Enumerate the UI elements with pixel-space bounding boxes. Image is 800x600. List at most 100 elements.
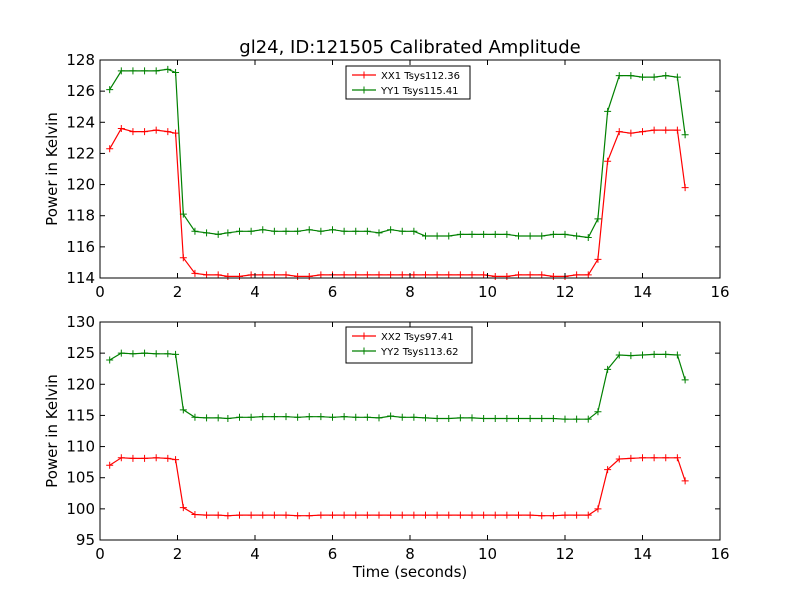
data-point xyxy=(305,512,313,520)
data-point xyxy=(317,413,325,421)
x-tick-label: 4 xyxy=(250,545,260,563)
data-point xyxy=(538,271,546,279)
data-point xyxy=(662,126,670,134)
data-point xyxy=(433,415,441,423)
y-tick-label: 120 xyxy=(66,176,95,194)
data-point xyxy=(604,107,612,115)
data-point xyxy=(329,413,336,421)
data-point xyxy=(468,230,476,238)
data-point xyxy=(317,511,325,519)
data-point xyxy=(203,414,211,422)
x-tick-label: 8 xyxy=(405,545,415,563)
data-point xyxy=(214,511,222,519)
data-point xyxy=(375,271,383,279)
data-point xyxy=(363,227,371,235)
data-point xyxy=(480,415,488,423)
data-point xyxy=(456,271,464,279)
data-point xyxy=(594,408,602,416)
y-tick-label: 114 xyxy=(66,269,95,287)
data-point xyxy=(410,413,418,421)
data-point xyxy=(526,415,534,423)
series-line xyxy=(109,352,686,420)
series-line xyxy=(109,127,686,277)
data-point xyxy=(433,511,441,519)
series-line xyxy=(109,457,686,517)
data-point xyxy=(129,350,137,358)
data-point xyxy=(445,511,453,519)
series-1-1 xyxy=(106,125,689,280)
data-point xyxy=(352,511,360,519)
data-point xyxy=(106,356,114,364)
data-point xyxy=(172,456,180,464)
data-point xyxy=(214,271,222,279)
data-point xyxy=(538,512,546,520)
data-point xyxy=(561,230,569,238)
data-point xyxy=(662,350,670,358)
legend-marker xyxy=(360,86,368,94)
legend-marker xyxy=(360,332,368,340)
y-tick-label: 122 xyxy=(66,144,95,162)
data-point xyxy=(247,271,255,279)
data-point xyxy=(294,512,302,520)
data-point xyxy=(503,415,511,423)
data-point xyxy=(650,350,658,358)
data-point xyxy=(224,512,232,520)
data-point xyxy=(456,414,464,422)
data-point xyxy=(203,229,211,237)
data-point xyxy=(375,229,383,237)
data-point xyxy=(179,504,187,512)
data-point xyxy=(172,129,180,137)
data-point xyxy=(681,131,689,139)
data-point xyxy=(191,413,199,421)
x-tick-label: 8 xyxy=(405,283,415,301)
legend: XX2 Tsys97.41 YY2 Tsys113.62 xyxy=(345,326,473,364)
data-point xyxy=(270,413,278,421)
data-point xyxy=(387,511,395,519)
data-point xyxy=(294,272,302,280)
series-1-2 xyxy=(106,65,689,242)
data-point xyxy=(129,454,137,462)
data-point xyxy=(387,271,395,279)
data-point xyxy=(573,271,581,279)
legend-marker xyxy=(360,347,368,355)
data-point xyxy=(152,67,160,75)
data-point xyxy=(639,454,646,462)
data-point xyxy=(681,376,689,384)
data-point xyxy=(422,511,429,519)
data-point xyxy=(445,232,453,240)
y-axis-label: Power in Kelvin xyxy=(43,374,61,488)
data-point xyxy=(480,230,488,238)
series-2-2 xyxy=(106,349,689,423)
legend-label: YY2 Tsys113.62 xyxy=(380,347,459,358)
data-point xyxy=(627,129,635,137)
data-point xyxy=(398,271,406,279)
x-tick-label: 2 xyxy=(173,283,183,301)
data-point xyxy=(282,227,290,235)
x-axis-label: Time (seconds) xyxy=(352,563,468,581)
x-tick-label: 14 xyxy=(633,283,652,301)
data-point xyxy=(375,511,383,519)
data-point xyxy=(282,271,290,279)
data-point xyxy=(352,271,360,279)
legend: XX1 Tsys112.36 YY1 Tsys115.41 xyxy=(345,65,471,100)
data-point xyxy=(604,365,612,373)
data-point xyxy=(526,232,534,240)
data-point xyxy=(584,511,592,519)
data-point xyxy=(456,511,464,519)
data-point xyxy=(247,511,255,519)
data-point xyxy=(503,230,511,238)
data-point xyxy=(352,413,360,421)
data-point xyxy=(561,511,569,519)
data-point xyxy=(515,271,522,279)
data-point xyxy=(224,272,232,280)
data-point xyxy=(214,230,222,238)
data-point xyxy=(329,511,336,519)
data-point xyxy=(363,511,371,519)
data-point xyxy=(164,128,172,136)
data-point xyxy=(305,226,313,234)
data-point xyxy=(549,272,557,280)
data-point xyxy=(172,68,180,76)
x-tick-label: 10 xyxy=(478,545,497,563)
legend-label: YY1 Tsys115.41 xyxy=(380,86,459,97)
